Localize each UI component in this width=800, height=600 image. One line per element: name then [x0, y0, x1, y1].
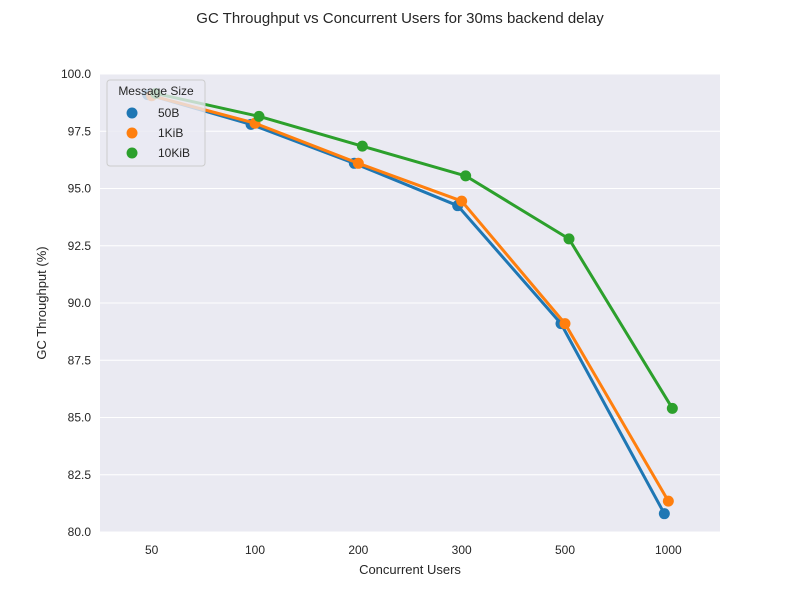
legend-marker — [126, 107, 138, 119]
legend-box — [106, 79, 206, 167]
legend-marker — [126, 147, 138, 159]
legend-items: 50B 1KiB 10KiB — [126, 106, 190, 160]
y-tick-label: 90.0 — [68, 296, 92, 310]
y-axis-label: GC Throughput (%) — [34, 246, 49, 359]
y-tick-labels: 80.0 82.5 85.0 87.5 90.0 92.5 95.0 97.5 100.0 — [61, 67, 91, 539]
y-tick-label: 87.5 — [68, 353, 92, 367]
data-point — [559, 318, 571, 330]
x-tick-label: 200 — [348, 543, 368, 557]
y-tick-label: 80.0 — [68, 525, 92, 539]
y-tick-label: 95.0 — [68, 182, 92, 196]
x-tick-label: 50 — [145, 543, 159, 557]
data-point — [460, 170, 472, 182]
y-tick-label: 97.5 — [68, 124, 92, 138]
series-line — [146, 93, 666, 516]
data-point — [253, 110, 265, 122]
x-tick-label: 300 — [452, 543, 472, 557]
data-point — [662, 495, 674, 507]
x-tick-label: 100 — [245, 543, 265, 557]
data-point — [658, 508, 670, 520]
chart-title: GC Throughput vs Concurrent Users for 30… — [196, 10, 604, 27]
series-line — [154, 91, 674, 410]
data-point — [666, 402, 678, 414]
series-lines — [142, 87, 678, 520]
data-point — [356, 140, 368, 152]
x-tick-labels: 50 100 200 300 500 1000 — [145, 543, 682, 557]
x-tick-label: 1000 — [655, 543, 682, 557]
legend: Message Size 50B 1KiB 10KiB — [106, 79, 206, 167]
x-axis-label: Concurrent Users — [359, 562, 461, 577]
y-tick-label: 100.0 — [61, 67, 91, 81]
y-tick-label: 85.0 — [68, 411, 92, 425]
y-tick-label: 82.5 — [68, 468, 92, 482]
legend-entry: 10KiB — [158, 146, 190, 160]
x-tick-label: 500 — [555, 543, 575, 557]
legend-entry: 50B — [158, 106, 179, 120]
series-line — [150, 94, 670, 503]
y-tick-label: 92.5 — [68, 239, 92, 253]
data-point — [563, 233, 575, 245]
legend-entry: 1KiB — [158, 126, 183, 140]
legend-title: Message Size — [118, 84, 194, 98]
data-point — [352, 157, 364, 169]
legend-marker — [126, 127, 138, 139]
data-point — [456, 195, 468, 207]
